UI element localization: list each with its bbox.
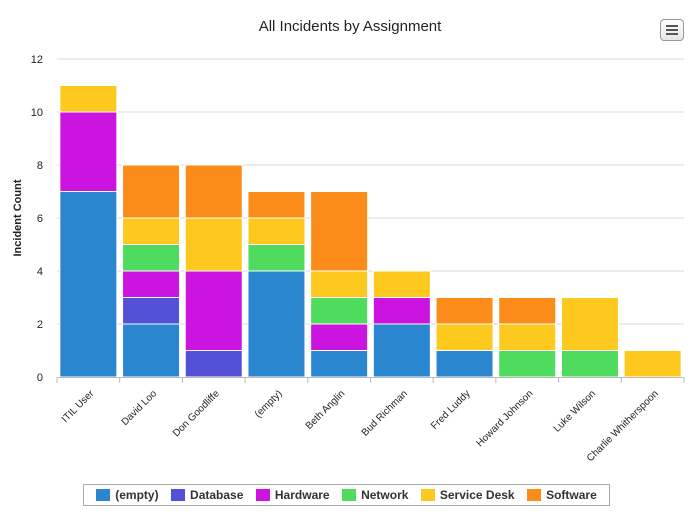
legend-label: Service Desk xyxy=(439,488,515,502)
bar-segment[interactable] xyxy=(560,350,619,378)
legend-label: Network xyxy=(361,488,409,502)
legend-swatch xyxy=(255,489,270,501)
y-tick-label: 8 xyxy=(37,160,43,172)
legend-label: Software xyxy=(546,488,597,502)
legend-swatch xyxy=(171,489,186,501)
bar-stacks xyxy=(59,85,682,378)
bar-segment[interactable] xyxy=(623,350,682,378)
bar-segment[interactable] xyxy=(372,297,431,325)
x-tick-label: Bud Richman xyxy=(360,388,410,438)
legend-label: (empty) xyxy=(115,488,159,502)
legend-swatch xyxy=(342,489,357,501)
chart-title: All Incidents by Assignment xyxy=(258,18,442,35)
bar-segment[interactable] xyxy=(372,270,431,298)
bar-segment[interactable] xyxy=(122,217,181,245)
legend-swatch xyxy=(96,489,111,501)
y-tick-label: 0 xyxy=(37,372,43,384)
bar-segment[interactable] xyxy=(498,323,557,351)
y-tick-label: 6 xyxy=(37,213,43,225)
bar-segment[interactable] xyxy=(59,85,118,113)
bar-segment[interactable] xyxy=(247,270,306,378)
bar-segment[interactable] xyxy=(310,270,369,298)
bar-segment[interactable] xyxy=(247,217,306,245)
bar-segment[interactable] xyxy=(184,164,243,219)
bar-segment[interactable] xyxy=(184,270,243,351)
bar-segment[interactable] xyxy=(122,297,181,325)
y-tick-label: 4 xyxy=(37,266,43,278)
legend-swatch xyxy=(527,489,542,501)
x-tick-label: Don Goodliffe xyxy=(171,388,222,439)
bar-segment[interactable] xyxy=(310,350,369,378)
x-tick-label: Beth Anglin xyxy=(304,388,348,432)
bar-segment[interactable] xyxy=(122,270,181,298)
y-axis-label: Incident Count xyxy=(12,179,24,256)
bar-segment[interactable] xyxy=(310,191,369,272)
legend-item[interactable]: (empty) xyxy=(96,488,159,502)
x-tick-label: Luke Wilson xyxy=(552,388,598,434)
x-tick-label: Howard Johnson xyxy=(475,388,536,449)
y-tick-label: 12 xyxy=(31,54,43,66)
x-tick-label: (empty) xyxy=(253,388,285,420)
chart-menu-button[interactable] xyxy=(660,19,684,41)
bar-segment[interactable] xyxy=(122,323,181,378)
legend-item[interactable]: Service Desk xyxy=(420,488,515,502)
x-tick-label: Charlie Whitherspoon xyxy=(585,388,661,464)
bar-segment[interactable] xyxy=(310,323,369,351)
x-tick-label: David Loo xyxy=(120,388,160,428)
x-tick-label: Fred Luddy xyxy=(429,388,473,432)
bar-segment[interactable] xyxy=(372,323,431,378)
bar-segment[interactable] xyxy=(435,323,494,351)
y-tick-label: 2 xyxy=(37,319,43,331)
bar-segment[interactable] xyxy=(184,217,243,272)
legend-item[interactable]: Software xyxy=(527,488,597,502)
bar-segment[interactable] xyxy=(122,164,181,219)
bar-segment[interactable] xyxy=(498,297,557,325)
bar-segment[interactable] xyxy=(247,191,306,219)
bar-segment[interactable] xyxy=(59,191,118,378)
bar-segment[interactable] xyxy=(560,297,619,351)
bar-segment[interactable] xyxy=(247,244,306,272)
bar-segment[interactable] xyxy=(59,111,118,192)
bar-segment[interactable] xyxy=(122,244,181,272)
x-tick-label: ITIL User xyxy=(60,388,97,425)
bar-segment[interactable] xyxy=(435,297,494,325)
bar-segment[interactable] xyxy=(498,350,557,378)
bar-segment[interactable] xyxy=(184,350,243,378)
bar-segment[interactable] xyxy=(310,297,369,325)
legend-label: Database xyxy=(190,488,244,502)
chart-legend: (empty) Database Hardware Network Service De… xyxy=(83,484,610,506)
bar-segment[interactable] xyxy=(435,350,494,378)
legend-label: Hardware xyxy=(274,488,330,502)
y-tick-label: 10 xyxy=(31,107,43,119)
legend-item[interactable]: Hardware xyxy=(255,488,330,502)
legend-item[interactable]: Database xyxy=(171,488,243,502)
hamburger-menu-icon xyxy=(666,25,678,27)
legend-item[interactable]: Network xyxy=(342,488,408,502)
legend-swatch xyxy=(420,489,435,501)
